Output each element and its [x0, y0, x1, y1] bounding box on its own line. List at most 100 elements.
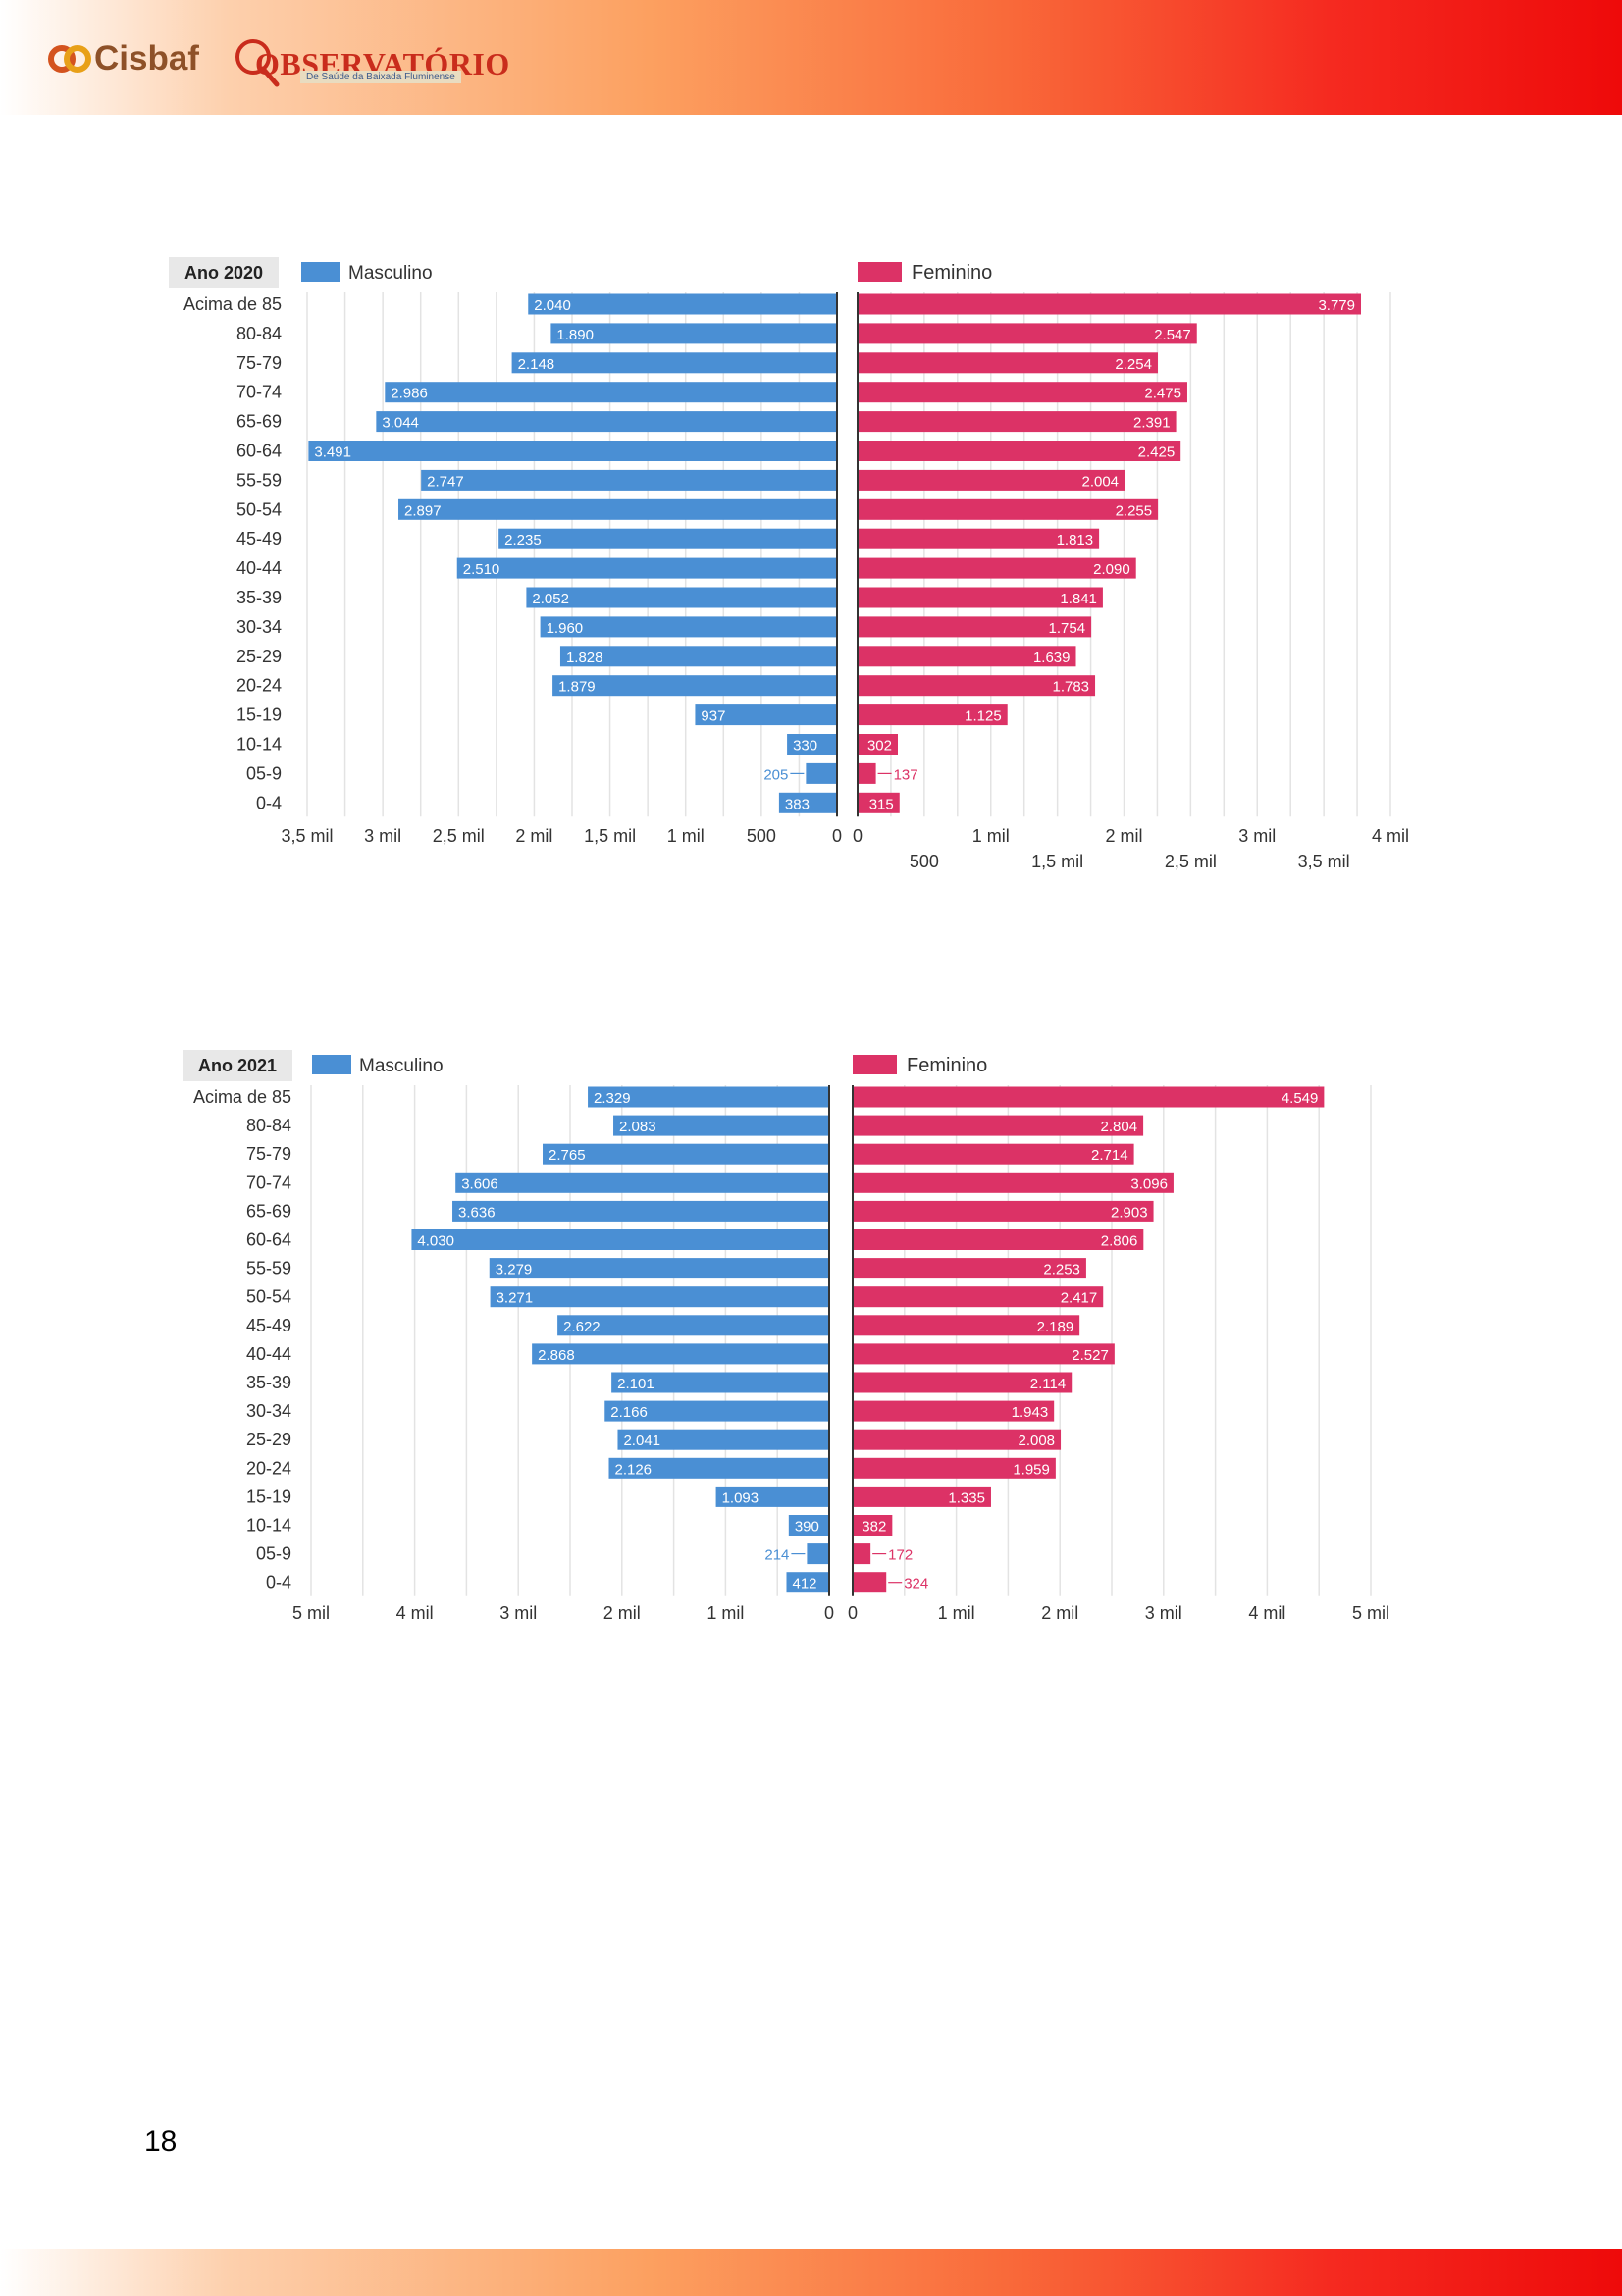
tick-label-left: 500 — [747, 826, 776, 846]
data-label-masculino: 3.636 — [458, 1204, 496, 1221]
data-label-feminino: 302 — [867, 738, 892, 755]
data-label-masculino: 1.879 — [558, 679, 596, 696]
bar-feminino — [858, 528, 1100, 549]
tick-label-left: 1 mil — [667, 826, 705, 846]
bar-feminino — [853, 1143, 1134, 1165]
bar-masculino — [715, 1486, 829, 1507]
category-label: 70-74 — [236, 383, 282, 402]
bar-feminino — [853, 1400, 1055, 1422]
tick-label-left: 5 mil — [292, 1603, 330, 1623]
bar-masculino — [456, 557, 837, 579]
bar-feminino — [853, 1572, 887, 1593]
data-label-feminino: 3.779 — [1318, 297, 1355, 314]
data-label-masculino: 214 — [764, 1547, 789, 1564]
data-label-feminino: 3.096 — [1130, 1175, 1168, 1192]
legend-swatch-masculino — [301, 262, 340, 282]
bar-feminino — [858, 498, 1159, 520]
footer-band — [0, 2249, 1622, 2296]
data-label-masculino: 1.890 — [556, 327, 594, 343]
bar-masculino — [308, 441, 838, 461]
bar-feminino — [853, 1200, 1154, 1222]
data-label-feminino: 382 — [862, 1519, 886, 1536]
data-label-masculino: 3.279 — [496, 1262, 533, 1278]
data-label-masculino: 2.235 — [504, 532, 542, 548]
legend-swatch-masculino — [312, 1055, 351, 1074]
tick-label-right-minor: 3,5 mil — [1298, 852, 1350, 871]
category-label: 0-4 — [256, 793, 282, 812]
bar-feminino — [858, 762, 876, 784]
tick-label-left: 2 mil — [515, 826, 552, 846]
tick-label-left: 3 mil — [499, 1603, 537, 1623]
bar-masculino — [411, 1229, 829, 1250]
bar-masculino — [398, 498, 837, 520]
data-label-feminino: 1.335 — [948, 1489, 985, 1506]
bar-feminino — [853, 1258, 1086, 1279]
bar-masculino — [385, 382, 837, 403]
data-label-feminino: 315 — [869, 796, 894, 812]
population-pyramid-2020: Ano 2020 Masculino Feminino Acima de 85 2.04… — [169, 257, 1409, 871]
tick-label-left: 4 mil — [396, 1603, 434, 1623]
category-label: 75-79 — [236, 353, 282, 373]
data-label-masculino: 2.083 — [619, 1119, 656, 1135]
tick-label-left: 1 mil — [706, 1603, 744, 1623]
data-label-masculino: 2.765 — [549, 1147, 586, 1164]
page-number: 18 — [144, 2125, 178, 2158]
bar-masculino — [490, 1286, 829, 1308]
category-label: 20-24 — [236, 676, 282, 696]
data-label-feminino: 2.804 — [1101, 1119, 1138, 1135]
category-label: 25-29 — [246, 1430, 291, 1449]
bar-feminino — [853, 1172, 1174, 1193]
category-label: 05-9 — [246, 763, 282, 783]
category-label: 0-4 — [266, 1573, 291, 1592]
bar-masculino — [788, 1515, 829, 1536]
tick-label-right: 1 mil — [938, 1603, 975, 1623]
tick-label-right-minor: 1,5 mil — [1031, 852, 1083, 871]
tick-label-left: 3,5 mil — [281, 826, 333, 846]
tick-label-left: 2,5 mil — [433, 826, 485, 846]
data-label-feminino: 1.783 — [1052, 679, 1089, 696]
category-label: 70-74 — [246, 1173, 291, 1192]
category-label: 05-9 — [256, 1544, 291, 1564]
bar-feminino — [853, 1429, 1062, 1450]
bar-masculino — [543, 1143, 829, 1165]
bar-masculino — [455, 1172, 829, 1193]
data-label-feminino: 1.639 — [1033, 650, 1071, 666]
bar-feminino — [853, 1372, 1073, 1393]
tick-label-right: 4 mil — [1372, 826, 1409, 846]
bar-masculino — [608, 1457, 829, 1479]
bar-masculino — [695, 704, 837, 726]
tick-label-right: 4 mil — [1248, 1603, 1285, 1623]
category-label: 80-84 — [246, 1116, 291, 1135]
bar-feminino — [853, 1343, 1115, 1365]
bar-feminino — [853, 1486, 991, 1507]
data-label-feminino: 2.475 — [1144, 386, 1181, 402]
data-label-feminino: 2.806 — [1101, 1233, 1138, 1250]
bar-feminino — [853, 1086, 1325, 1108]
bar-feminino — [853, 1115, 1144, 1136]
bar-feminino — [858, 441, 1181, 461]
bar-masculino — [617, 1429, 829, 1450]
bar-masculino — [540, 616, 837, 638]
legend-swatch-feminino — [858, 262, 902, 282]
bar-masculino — [550, 323, 837, 344]
bar-feminino — [858, 616, 1092, 638]
category-label: Acima de 85 — [193, 1087, 291, 1107]
tick-label-right: 5 mil — [1352, 1603, 1389, 1623]
category-label: 15-19 — [236, 705, 282, 725]
bar-masculino — [511, 352, 837, 374]
data-label-masculino: 390 — [795, 1519, 819, 1536]
bar-feminino — [858, 293, 1361, 315]
bar-masculino — [489, 1258, 829, 1279]
data-label-feminino: 2.417 — [1061, 1290, 1098, 1307]
bar-feminino — [858, 352, 1158, 374]
category-label: 20-24 — [246, 1458, 291, 1478]
category-label: 35-39 — [246, 1373, 291, 1392]
observatorio-logo-subtitle: De Saúde da Baixada Fluminense — [300, 71, 461, 83]
data-label-feminino: 2.189 — [1037, 1319, 1074, 1335]
cisbaf-rings-icon — [47, 42, 92, 76]
data-label-feminino: 2.090 — [1093, 561, 1130, 578]
bar-feminino — [858, 557, 1136, 579]
tick-label-right-minor: 500 — [910, 852, 939, 871]
data-label-masculino: 2.622 — [563, 1319, 601, 1335]
bar-masculino — [557, 1315, 829, 1336]
